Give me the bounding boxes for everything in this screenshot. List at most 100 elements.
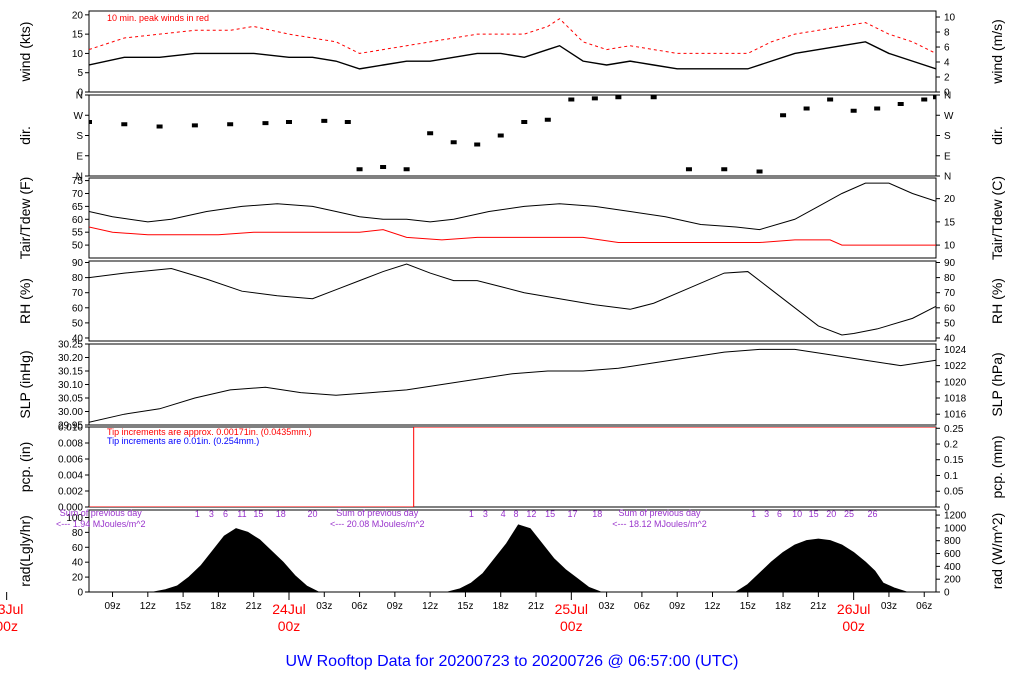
wind-right-tick-label: 2 [944,72,950,83]
slp-left-tick-label: 30.25 [58,340,83,351]
panel-rad: 020406080100020040060080010001200rad(Lgl… [17,508,1005,599]
rad-hour-mark: 18 [276,509,286,519]
pcp-left-tick-label: 0.008 [58,439,83,450]
wind-right-tick-label: 10 [944,13,956,24]
dir-right-tick-label: S [944,131,951,142]
temp-ylabel-left: Tair/Tdew (F) [17,177,33,259]
dir-left-tick-label: N [76,91,83,102]
pcp-right-tick-label: 0.25 [944,424,964,435]
wind-series-speed [89,41,936,70]
x-tick-label: 12z [704,601,720,612]
slp-right-tick-label: 1020 [944,377,967,388]
x-axis: 09z 12z 15z 18z 21z 03z 06z 09z 12z 15z 18z 21z 03z 0… [0,592,932,634]
temp-right-tick-label: 20 [944,194,956,205]
rad-area-day1 [153,528,319,592]
dir-point [615,95,622,100]
temp-left-tick-label: 50 [72,241,84,252]
rh-left-tick-label: 60 [72,303,84,314]
wind-ylabel-left: wind (kts) [17,22,33,83]
rad-ylabel-right: rad (W/m^2) [989,513,1005,590]
wind-left-tick-label: 5 [77,68,83,79]
pcp-series-accum [89,427,936,507]
x-tick-label: 18z [493,601,509,612]
rad-right-tick-label: 600 [944,549,961,560]
x-tick-label: 21z [246,601,262,612]
temp-left-tick-label: 70 [72,189,84,200]
wind-series-peak [89,18,936,54]
dir-point [356,167,363,172]
rad-hour-mark: 12 [526,509,536,519]
dir-point [921,97,928,102]
dir-point [803,106,810,111]
slp-right-tick-label: 1018 [944,394,967,405]
x-tick-label: 12z [140,601,156,612]
rad-area-day2 [447,524,601,592]
day-time-label: 00z [560,618,583,634]
pcp-right-tick-label: 0 [944,503,950,514]
rad-hour-mark: 10 [792,509,802,519]
pcp-right-tick-label: 0.05 [944,487,964,498]
dir-point [380,165,387,169]
temp-left-tick-label: 60 [72,215,84,226]
slp-series-SLP [89,348,936,423]
rad-hour-mark: 1 [469,509,474,519]
dir-ylabel-right: dir. [989,126,1005,145]
pcp-ylabel-left: pcp. (in) [17,442,33,493]
wind-frame [88,10,937,93]
wind-plot-area [89,18,936,70]
x-tick-label: 18z [210,601,226,612]
dir-left-tick-label: S [76,131,83,142]
rad-sum-value: <--- 1.94 MJoules/m^2 [56,519,146,529]
dir-point [874,106,881,111]
dir-point [933,95,936,100]
slp-right-tick-label: 1016 [944,410,967,421]
rh-right-tick-label: 70 [944,288,956,299]
x-tick-label: 06z [634,601,650,612]
dir-right-tick-label: N [944,91,951,102]
rh-ylabel-right: RH (%) [989,278,1005,324]
day-label: 24Jul [272,601,305,617]
temp-plot-area [89,182,936,246]
rad-left-tick-label: 40 [72,558,84,569]
day-label: 26Jul [837,601,870,617]
slp-right-tick-label: 1024 [944,345,967,356]
x-tick-label: 06z [352,601,368,612]
wind-note: 10 min. peak winds in red [107,13,209,23]
dir-point [427,131,434,136]
x-tick-label: 21z [528,601,544,612]
dir-point [403,167,410,172]
pcp-left-tick-label: 0.000 [58,503,83,514]
slp-left-tick-label: 30.10 [58,380,83,391]
dir-left-tick-label: N [76,172,83,183]
rh-left-tick-label: 40 [72,333,84,344]
rad-hour-mark: 3 [209,509,214,519]
pcp-left-tick-label: 0.010 [58,423,83,434]
dir-ylabel-left: dir. [17,126,33,145]
dir-point [497,133,504,138]
wind-left-tick-label: 15 [72,30,84,41]
dir-point [568,97,575,102]
dir-point [262,121,269,126]
pcp-left-tick-label: 0.002 [58,487,83,498]
rad-hour-mark: 1 [195,509,200,519]
rad-right-tick-label: 800 [944,536,961,547]
day-time-label: 00z [842,618,865,634]
rad-right-tick-label: 1200 [944,511,967,522]
panel-wind: 0 5 10 15 20 0 2 4 6 8 10 wind (kts) wind (m/s) 10 mi… [17,10,1005,98]
rad-right-tick-label: 0 [944,588,950,599]
temp-ylabel-right: Tair/Tdew (C) [989,176,1005,260]
x-tick-label: 09z [104,601,120,612]
panel-pcp: 0.000 0.002 0.004 0.006 0.008 0.010 0 0.05 0.1 0.… [17,423,1005,514]
pcp-right-tick-label: 0.1 [944,471,958,482]
dir-right-tick-label: N [944,172,951,183]
rad-left-tick-label: 60 [72,543,84,554]
rh-plot-area [89,263,936,336]
wind-left-tick-label: 0 [77,88,83,99]
dir-point [521,120,528,124]
wind-ylabel-right: wind (m/s) [989,19,1005,85]
x-tick-label: 06z [916,601,932,612]
rad-hour-mark: 15 [253,509,263,519]
rh-left-tick-label: 70 [72,288,84,299]
dir-point [721,167,728,172]
wind-right-tick-label: 0 [944,88,950,99]
